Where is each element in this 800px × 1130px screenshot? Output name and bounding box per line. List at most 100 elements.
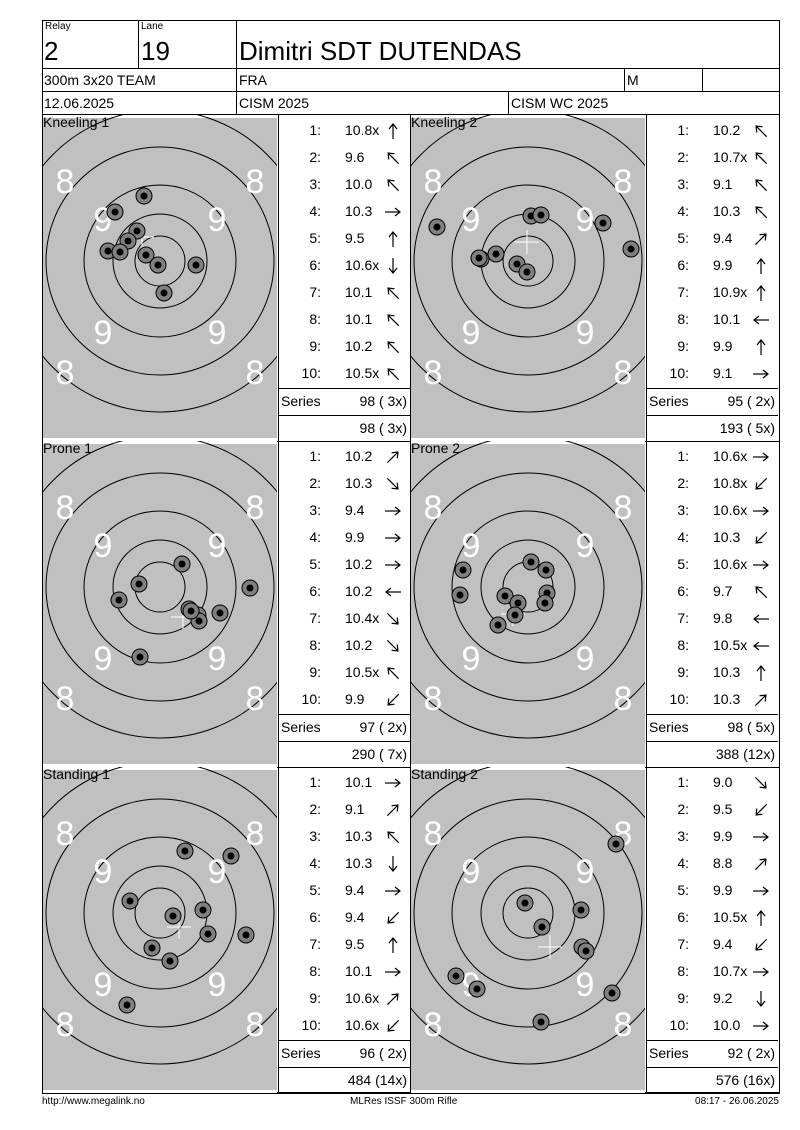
shot-row: 8: 10.2 (279, 632, 409, 659)
direction-arrow-icon (383, 474, 403, 494)
series-score: 96 ( 2x) (359, 1045, 407, 1061)
shot-score: 9.8 (713, 610, 733, 626)
ring-label-8: 8 (614, 1006, 633, 1044)
ring-label-8: 8 (424, 489, 443, 527)
shot-number: 9: (309, 338, 321, 354)
shot-score: 9.9 (713, 828, 733, 844)
footer-url[interactable]: http://www.megalink.no (42, 1096, 145, 1107)
shot-score: 10.3 (713, 664, 741, 680)
shot-row: 7: 10.4x (279, 605, 409, 632)
shot-hole (622, 240, 640, 258)
shot-score: 10.6x (713, 502, 748, 518)
shot-row: 6: 9.4 (279, 904, 409, 931)
shot-number: 6: (677, 583, 689, 599)
shot-row: 3: 10.6x (647, 497, 777, 524)
series-score: 95 ( 2x) (727, 393, 775, 409)
shot-hole (176, 842, 194, 860)
shot-hole (607, 835, 625, 853)
ring-label-9: 9 (94, 853, 113, 891)
shot-score: 10.7x (713, 963, 748, 979)
running-total: 388 (12x) (715, 746, 775, 762)
shot-row: 4: 10.3 (279, 198, 409, 225)
shot-number: 4: (677, 529, 689, 545)
shot-number: 4: (677, 855, 689, 871)
shot-score: 9.4 (345, 909, 365, 925)
series-row: Series 98 ( 3x) (279, 388, 409, 415)
direction-arrow-icon (751, 283, 771, 303)
relay-value: 2 (44, 36, 59, 66)
direction-arrow-icon (751, 854, 771, 874)
direction-arrow-icon (751, 229, 771, 249)
shot-row: 4: 10.3 (647, 524, 777, 551)
shot-score: 9.4 (345, 882, 365, 898)
shot-row: 5: 10.2 (279, 551, 409, 578)
shot-row: 4: 8.8 (647, 850, 777, 877)
shot-hole (211, 604, 229, 622)
shot-score: 10.5x (345, 664, 380, 680)
shot-row: 1: 10.2 (279, 443, 409, 470)
ring-label-9: 9 (208, 966, 227, 1004)
ring-label-9: 9 (208, 527, 227, 565)
shot-hole (121, 892, 139, 910)
shot-row: 2: 10.8x (647, 470, 777, 497)
target-title: Standing 2 (411, 767, 478, 782)
series-label: Series (281, 393, 321, 409)
shot-number: 1: (309, 122, 321, 138)
ring-label-9: 9 (462, 527, 481, 565)
shot-number: 8: (309, 963, 321, 979)
shot-number: 3: (309, 828, 321, 844)
shot-row: 9: 10.2 (279, 333, 409, 360)
shot-hole (187, 256, 205, 274)
ring-label-9: 9 (576, 853, 595, 891)
ring-label-8: 8 (56, 163, 75, 201)
shot-hole (594, 214, 612, 232)
shot-score: 9.9 (345, 529, 365, 545)
ring-label-8: 8 (246, 1006, 265, 1044)
shot-hole (506, 606, 524, 624)
shot-row: 3: 9.1 (647, 171, 777, 198)
shot-score: 10.9x (713, 284, 748, 300)
shot-score: 10.1 (713, 311, 741, 327)
shot-number: 6: (309, 583, 321, 599)
shot-number: 3: (677, 176, 689, 192)
shot-hole (451, 586, 469, 604)
direction-arrow-icon (751, 337, 771, 357)
series-label: Series (649, 1045, 689, 1061)
direction-arrow-icon (751, 908, 771, 928)
shot-score: 9.0 (713, 774, 733, 790)
shot-row: 7: 10.9x (647, 279, 777, 306)
shot-number: 6: (309, 909, 321, 925)
direction-arrow-icon (751, 609, 771, 629)
shot-list: 1: 10.8x 2: 9.6 3: 10.0 4: 10.3 5: 9.5 6: 10.6x 7: 10… (279, 117, 410, 443)
shot-score: 10.0 (713, 1017, 741, 1033)
shot-row: 10: 9.1 (647, 360, 777, 387)
ring-label-8: 8 (56, 489, 75, 527)
ring-label-8: 8 (246, 815, 265, 853)
shot-row: 1: 10.6x (647, 443, 777, 470)
shot-score: 9.1 (713, 176, 733, 192)
shot-score: 10.2 (345, 338, 373, 354)
direction-arrow-icon (383, 663, 403, 683)
series-row: Series 98 ( 5x) (647, 714, 777, 741)
shot-hole (118, 996, 136, 1014)
running-total: 98 ( 3x) (359, 420, 407, 436)
series-label: Series (649, 719, 689, 735)
direction-arrow-icon (383, 582, 403, 602)
shot-score: 9.2 (713, 990, 733, 1006)
shot-row: 7: 9.5 (279, 931, 409, 958)
shot-number: 4: (309, 529, 321, 545)
shot-score: 10.1 (345, 963, 373, 979)
shot-number: 3: (677, 502, 689, 518)
shot-row: 4: 9.9 (279, 524, 409, 551)
shot-row: 3: 9.4 (279, 497, 409, 524)
shot-hole (603, 984, 621, 1002)
shot-number: 9: (677, 664, 689, 680)
ring-label-9: 9 (94, 966, 113, 1004)
direction-arrow-icon (383, 1016, 403, 1036)
ring-label-8: 8 (56, 680, 75, 718)
